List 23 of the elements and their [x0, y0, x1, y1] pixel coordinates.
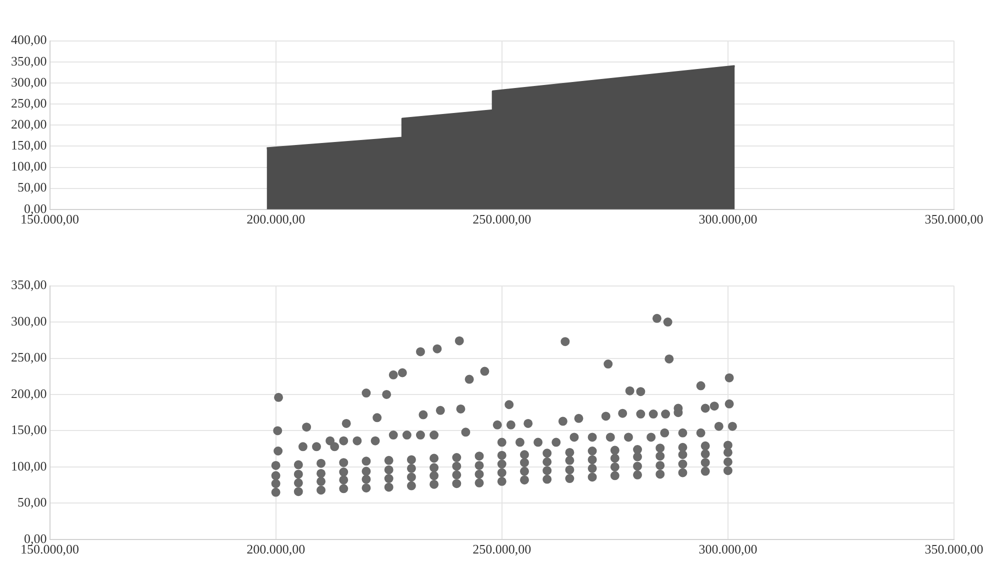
y-tick-label: 150,00 [11, 422, 47, 438]
y-tick-label: 50,00 [18, 180, 47, 195]
y-tick-label: 200,00 [11, 116, 47, 132]
x-tick-label: 250.000,00 [472, 212, 532, 227]
y-tick-label: 250,00 [11, 350, 47, 365]
y-tick-label: 400,00 [11, 32, 47, 48]
x-tick-label: 200.000,00 [246, 542, 306, 557]
y-tick-label: 200,00 [11, 386, 47, 401]
y-tick-label: 350,00 [11, 277, 47, 292]
y-tick-label: 250,00 [11, 95, 47, 110]
y-tick-label: 350,00 [11, 53, 47, 68]
x-tick-label: 350.000,00 [924, 542, 984, 557]
x-tick-label: 250.000,00 [472, 542, 532, 557]
y-tick-label: 300,00 [11, 313, 47, 328]
x-tick-label: 350.000,00 [924, 212, 984, 227]
x-tick-label: 300.000,00 [698, 212, 758, 227]
x-tick-label: 300.000,00 [698, 542, 758, 557]
y-tick-label: 150,00 [11, 138, 47, 153]
y-tick-label: 300,00 [11, 74, 47, 90]
x-tick-label: 200.000,00 [246, 212, 306, 227]
y-tick-label: 50,00 [18, 494, 47, 510]
y-tick-label: 100,00 [11, 158, 47, 174]
y-tick-label: 100,00 [11, 458, 47, 474]
